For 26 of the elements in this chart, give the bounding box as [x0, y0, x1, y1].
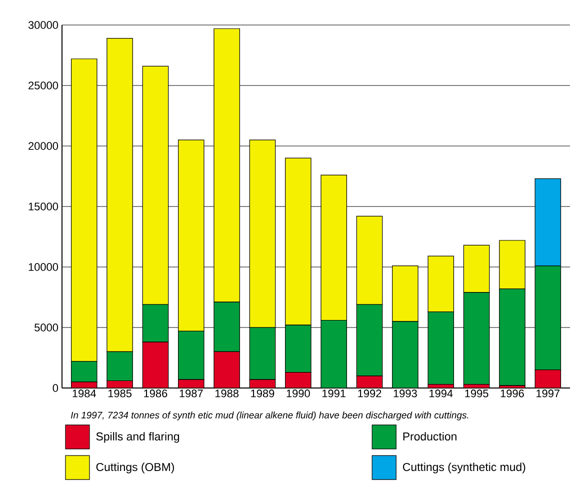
y-tick-label: 20000 [28, 142, 58, 150]
x-tick-label: 1984 [72, 390, 96, 398]
y-tick-label: 5000 [34, 324, 58, 332]
legend-label: Production [403, 432, 456, 440]
x-tick-label: 1996 [500, 390, 524, 398]
y-tick-label: 15000 [28, 202, 58, 210]
x-tick-label: 1985 [108, 390, 132, 398]
y-tick-label: 25000 [28, 82, 58, 90]
x-tick-label: 1987 [180, 390, 203, 398]
y-tick-label: 30000 [28, 21, 58, 29]
x-tick-label: 1993 [394, 390, 417, 398]
x-tick-label: 1986 [144, 390, 168, 398]
x-tick-label: 1994 [430, 390, 453, 398]
x-tick-label: 1988 [215, 390, 239, 398]
x-tick-label: 1997 [536, 390, 560, 398]
y-tick-label: 0 [52, 384, 58, 392]
x-tick-label: 1992 [358, 390, 382, 398]
text: In 1997, 7234 tonnes of synth etic mud (linear alkene fluid) have been discharged with cuttings. [70, 412, 468, 420]
legend-label: Spills and flaring [96, 432, 180, 443]
legend-label: Cuttings (OBM) [96, 462, 174, 474]
x-tick-label: 1990 [286, 390, 310, 398]
x-tick-label: 1991 [322, 390, 346, 398]
legend-label: Cuttings (synthetic mud) [402, 462, 526, 474]
x-tick-label: 1995 [465, 390, 488, 398]
x-tick-label: 1989 [251, 390, 274, 398]
y-tick-label: 10000 [28, 263, 58, 271]
